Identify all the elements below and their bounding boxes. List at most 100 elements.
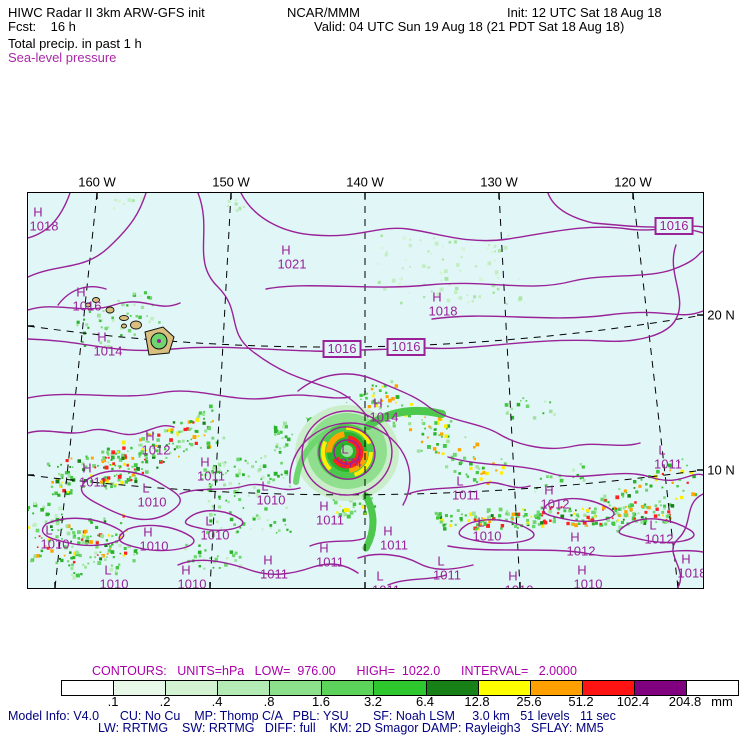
pressure-center-value: 1018 [428,303,458,319]
pressure-center-letter: H [33,204,43,220]
cyclone-contour-rings [289,410,411,506]
map-panel: H 1018 H 1021 H 1016 H 1014 H 1018 H 1014 L 974 H 1012 H… [27,192,704,589]
field-label-slp: Sea-level pressure [8,50,117,65]
pressure-center-value: 1010 [139,538,169,554]
pressure-center-letter: L [45,522,53,538]
pressure-center-value: 1011 [316,512,344,528]
pressure-center-letter: H [181,562,191,578]
pressure-center-letter: L [341,441,349,457]
pressure-center-value: 1010 [177,576,207,589]
colorbar-tick-label: 12.8 [464,694,490,709]
hawaiian-islands [85,297,175,356]
pressure-center-letter: H [281,242,291,258]
contour-value-box: 1016 [322,340,362,358]
pressure-center-letter: H [82,460,92,476]
colorbar-segment [686,681,739,695]
precip-cluster [434,503,672,531]
pressure-center-value: 1011 [452,487,480,503]
pressure-center-value: 1010 [200,527,230,543]
pressure-center-value: 1010 [573,576,603,589]
colorbar-segment [530,681,583,695]
pressure-center-letter: H [263,552,273,568]
pressure-center-value: 1018 [29,218,59,234]
colorbar-segment [62,681,115,695]
lat-label: 20 N [707,307,735,323]
colorbar-tick-label: 3.2 [363,694,383,709]
pressure-center-value: 1018 [677,565,704,581]
colorbar-segment [374,681,427,695]
pressure-center-value: 1011 [260,566,288,582]
pressure-center-value: 1011 [433,567,461,583]
pressure-center-value: 1010 [137,494,167,510]
precip-cluster [46,450,138,497]
valid-time: Valid: 04 UTC Sun 19 Aug 18 (21 PDT Sat … [314,19,625,34]
colorbar-segment [426,681,479,695]
pressure-center-value: 1011 [197,468,225,484]
pressure-center-value: 1011 [316,554,344,570]
pressure-center-value: 1010 [99,576,129,589]
lon-label: 130 W [480,174,518,190]
pressure-center-letter: L [658,442,666,458]
pressure-center-value: 1021 [277,256,307,272]
colorbar-segment [218,681,271,695]
lon-label: 160 W [78,174,116,190]
pressure-center-letter: H [508,568,518,584]
init-time: Init: 12 UTC Sat 18 Aug 18 [507,5,662,20]
lon-label: 150 W [212,174,250,190]
pressure-center-value: 1011 [79,474,107,490]
pressure-center-value: 1011 [654,456,682,472]
pressure-center-letter: H [200,454,210,470]
forecast-hour: Fcst: 16 h [8,19,76,34]
pressure-center-value: 1016 [72,298,102,314]
pressure-center-letter: H [143,524,153,540]
pressure-center-value: 974 [340,455,362,471]
colorbar-tick-label: .4 [211,694,223,709]
precip-cluster [206,505,292,535]
lon-label: 120 W [614,174,652,190]
model-info-line2: LW: RRTMG SW: RRTMG DIFF: full KM: 2D Sm… [98,721,604,735]
colorbar-tick-label: 102.4 [616,694,650,709]
pressure-center-value: 1012 [644,531,674,547]
pressure-center-letter: L [437,553,445,569]
pressure-center-letter: H [319,498,329,514]
colorbar-segment [478,681,531,695]
precip-cluster [534,463,586,493]
precip-cluster [377,234,526,305]
colorbar-tick-label: 25.6 [516,694,542,709]
pressure-center-letter: H [76,284,86,300]
pressure-center-letter: H [544,482,554,498]
pressure-center-letter: L [477,514,485,530]
colorbar-segment [166,681,219,695]
pressure-center-letter: H [145,428,155,444]
colorbar-tick-label: .1 [107,694,119,709]
precip-cluster [112,196,144,210]
pressure-center-letter: L [649,517,657,533]
pressure-center-value: 1010 [472,528,502,544]
colorbar-unit: mm [711,694,733,709]
colorbar-tick-label: 1.6 [311,694,331,709]
pressure-center-letter: H [577,562,587,578]
colorbar-segment [322,681,375,695]
colorbar-tick-label: 51.2 [568,694,594,709]
precip-cluster [67,544,139,580]
pressure-center-letter: L [205,513,213,529]
lat-label: 10 N [707,462,735,478]
colorbar-tick-label: 6.4 [415,694,435,709]
pressure-center-letter: L [456,473,464,489]
pressure-center-letter: H [383,523,393,539]
pressure-center-value: 1012 [141,442,171,458]
precip-cluster [227,199,245,212]
pressure-center-value: 1012 [540,496,570,512]
pressure-center-letter: H [373,395,383,411]
precip-cluster [184,543,243,570]
precip-cluster [504,397,556,420]
pressure-center-value: 1011 [380,537,408,553]
pressure-center-letter: L [376,568,384,584]
colorbar-tick-label: .8 [263,694,275,709]
pressure-center-value: 1012 [566,543,596,559]
pressure-center-letter: H [570,529,580,545]
center-name: NCAR/MMM [287,5,360,20]
precip-cluster [416,426,507,485]
contour-info-line: CONTOURS: UNITS=hPa LOW= 976.00 HIGH= 10… [92,664,577,678]
pressure-center-value: 1010 [256,492,286,508]
